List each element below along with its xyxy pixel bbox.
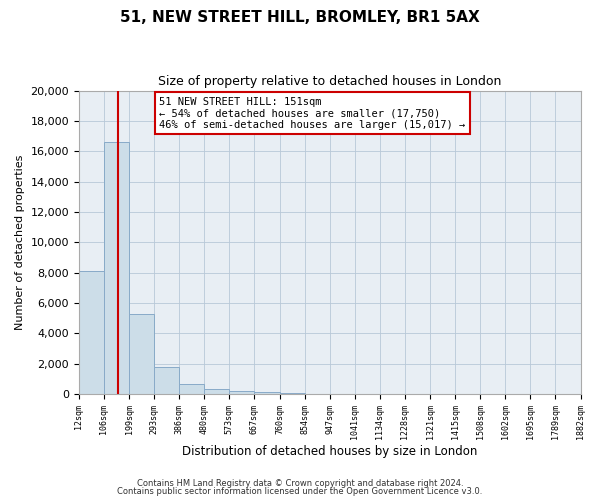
- Text: 51, NEW STREET HILL, BROMLEY, BR1 5AX: 51, NEW STREET HILL, BROMLEY, BR1 5AX: [120, 10, 480, 25]
- Bar: [154, 367, 179, 394]
- Bar: [254, 392, 280, 394]
- Text: Contains HM Land Registry data © Crown copyright and database right 2024.: Contains HM Land Registry data © Crown c…: [137, 478, 463, 488]
- Text: 51 NEW STREET HILL: 151sqm
← 54% of detached houses are smaller (17,750)
46% of : 51 NEW STREET HILL: 151sqm ← 54% of deta…: [159, 96, 466, 130]
- Text: Contains public sector information licensed under the Open Government Licence v3: Contains public sector information licen…: [118, 487, 482, 496]
- X-axis label: Distribution of detached houses by size in London: Distribution of detached houses by size …: [182, 444, 478, 458]
- Bar: [79, 271, 104, 394]
- Bar: [104, 142, 129, 394]
- Bar: [129, 314, 154, 394]
- Bar: [205, 389, 229, 394]
- Title: Size of property relative to detached houses in London: Size of property relative to detached ho…: [158, 75, 502, 88]
- Bar: [229, 391, 254, 394]
- Y-axis label: Number of detached properties: Number of detached properties: [15, 154, 25, 330]
- Bar: [179, 384, 205, 394]
- Bar: [280, 393, 305, 394]
